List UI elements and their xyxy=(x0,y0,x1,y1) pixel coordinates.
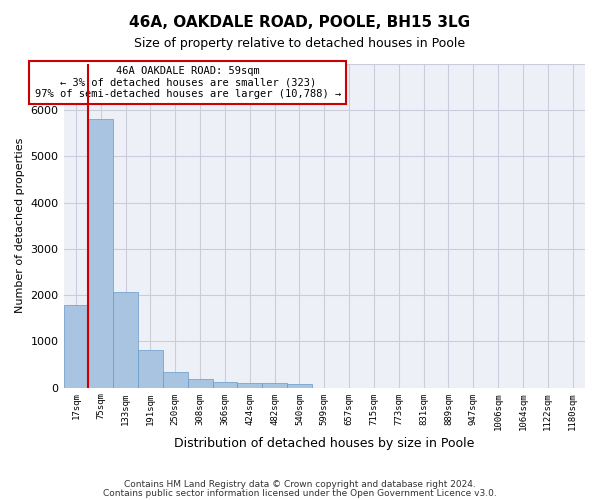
Bar xyxy=(287,384,312,388)
Text: 46A, OAKDALE ROAD, POOLE, BH15 3LG: 46A, OAKDALE ROAD, POOLE, BH15 3LG xyxy=(130,15,470,30)
Text: Contains public sector information licensed under the Open Government Licence v3: Contains public sector information licen… xyxy=(103,490,497,498)
Bar xyxy=(64,306,88,388)
Bar xyxy=(238,382,262,388)
Bar xyxy=(188,378,212,388)
Text: 46A OAKDALE ROAD: 59sqm
← 3% of detached houses are smaller (323)
97% of semi-de: 46A OAKDALE ROAD: 59sqm ← 3% of detached… xyxy=(35,66,341,99)
Bar xyxy=(113,292,138,388)
Y-axis label: Number of detached properties: Number of detached properties xyxy=(15,138,25,314)
Bar xyxy=(88,120,113,388)
Bar xyxy=(163,372,188,388)
Text: Contains HM Land Registry data © Crown copyright and database right 2024.: Contains HM Land Registry data © Crown c… xyxy=(124,480,476,489)
Bar xyxy=(138,350,163,388)
Bar xyxy=(212,382,238,388)
Bar xyxy=(262,383,287,388)
Text: Size of property relative to detached houses in Poole: Size of property relative to detached ho… xyxy=(134,38,466,51)
X-axis label: Distribution of detached houses by size in Poole: Distribution of detached houses by size … xyxy=(174,437,475,450)
